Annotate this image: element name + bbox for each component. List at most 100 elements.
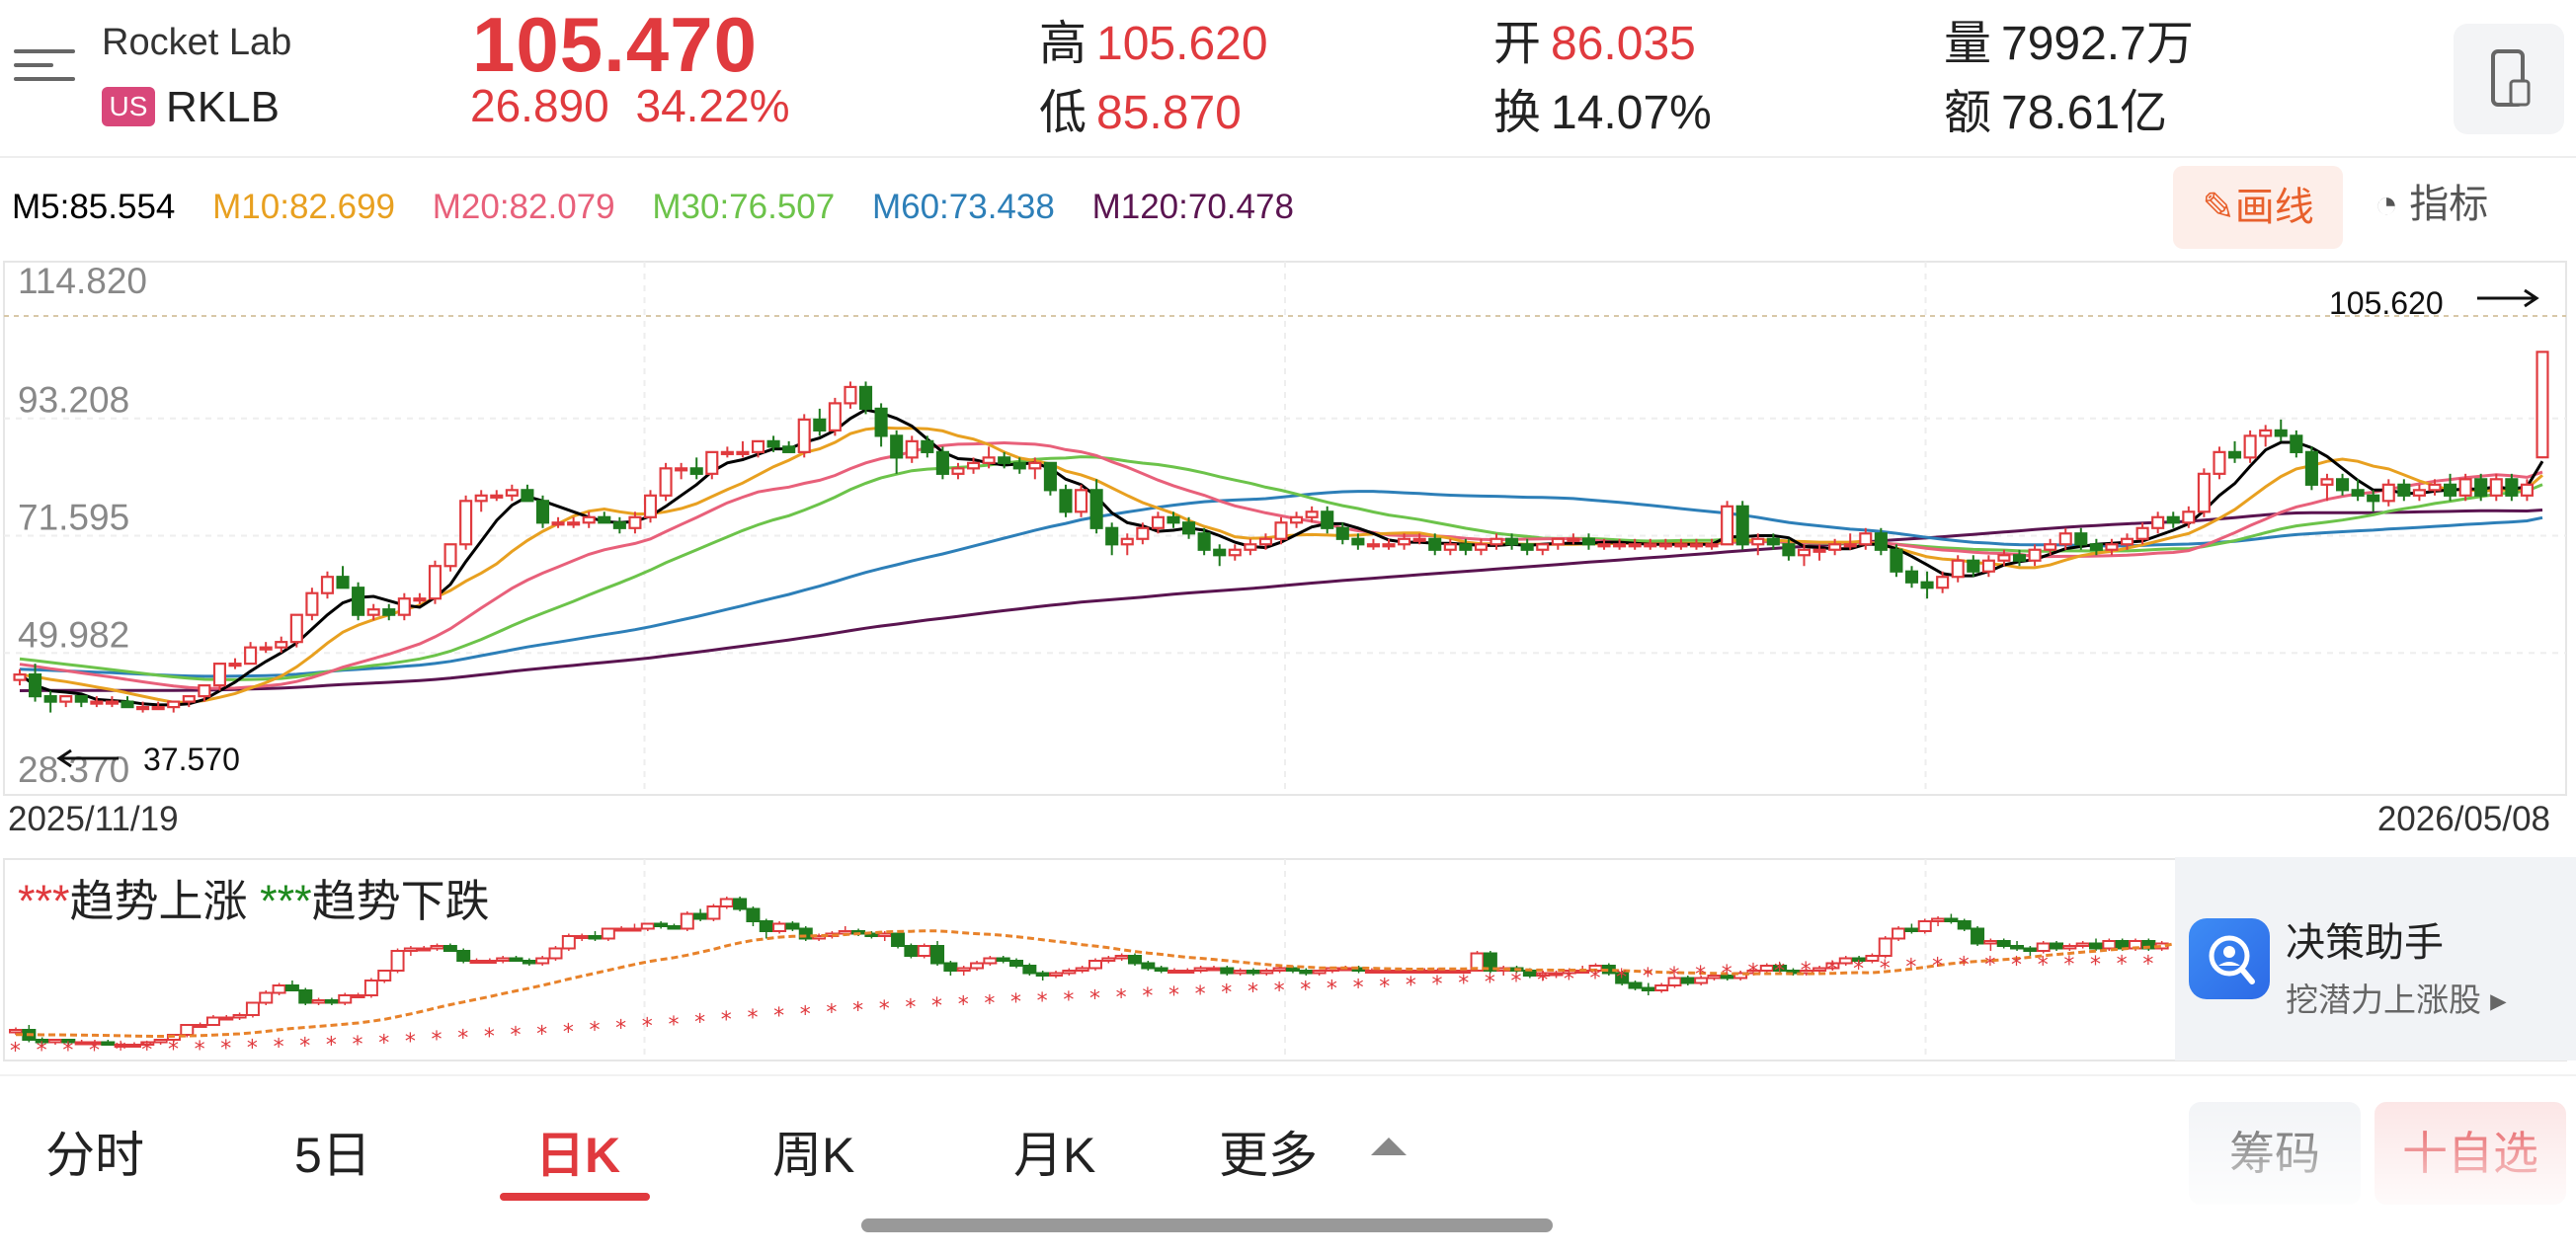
sub-candle-down	[1641, 986, 1655, 991]
candle-up	[505, 489, 519, 497]
sub-candle-up	[1457, 970, 1472, 974]
candle-down	[2335, 478, 2350, 492]
sub-candle-down	[930, 945, 945, 965]
trend-star: *	[1880, 957, 1891, 981]
sub-candle-up	[1917, 920, 1932, 932]
sub-candle-down	[298, 989, 313, 1004]
candle-up	[1981, 559, 1995, 573]
tab-more[interactable]: 更多	[1219, 1128, 1318, 1183]
candle-up	[2058, 532, 2072, 546]
indicator-button[interactable]: ◔ 指标	[2375, 183, 2489, 226]
trend-star: *	[220, 1037, 231, 1061]
sub-candle-down	[733, 898, 748, 910]
sub-candle-down	[785, 922, 800, 930]
candle-up	[151, 705, 165, 711]
candle-down	[1428, 537, 1442, 551]
chips-button[interactable]: 筹码	[2189, 1102, 2361, 1205]
tab-weekly-k[interactable]: 周K	[772, 1128, 855, 1183]
ma60-value: M60:73.438	[871, 188, 1055, 226]
trend-star: *	[1668, 964, 1679, 988]
trend-line	[16, 929, 2176, 1039]
candle-down	[1059, 489, 1073, 513]
trend-star: *	[1089, 987, 1100, 1012]
trend-star: *	[353, 1033, 363, 1058]
sub-candle-up	[1430, 970, 1445, 974]
trend-star: *	[905, 995, 916, 1020]
sub-candle-down	[443, 945, 457, 952]
candle-down	[2474, 478, 2488, 497]
trend-star: *	[826, 1000, 837, 1025]
candle-up	[397, 597, 411, 616]
sub-candle-up	[219, 1016, 234, 1021]
home-indicator[interactable]	[861, 1218, 1553, 1232]
tab-monthly-k[interactable]: 月K	[1013, 1128, 1096, 1183]
candle-down	[1581, 537, 1596, 546]
ticker-symbol: RKLB	[166, 83, 280, 131]
landscape-toggle-button[interactable]	[2454, 24, 2564, 134]
tab-intraday[interactable]: 分时	[45, 1128, 144, 1183]
add-watchlist-button[interactable]: 十自选	[2375, 1102, 2566, 1205]
candle-up	[1244, 543, 1257, 551]
candle-up	[2105, 543, 2119, 551]
candle-up	[1290, 515, 1304, 524]
candle-up	[567, 521, 581, 526]
candle-down	[1904, 570, 1919, 584]
sub-candle-up	[640, 922, 655, 930]
tab-daily-k[interactable]: 日K	[535, 1128, 621, 1183]
sub-candle-down	[667, 925, 682, 930]
trend-star: *	[721, 1008, 732, 1033]
candle-down	[74, 695, 88, 703]
ma5-line	[19, 408, 2544, 707]
caret-up-icon[interactable]	[1371, 1138, 1407, 1155]
tab-5day[interactable]: 5日	[294, 1128, 371, 1183]
candlestick-chart[interactable]: 114.820 93.208 71.595 49.982 28.370 105.620 37…	[0, 255, 2576, 803]
trend-star: *	[457, 1027, 468, 1052]
trend-star: *	[168, 1038, 179, 1062]
trend-star: *	[1116, 985, 1127, 1010]
candle-up	[2428, 483, 2442, 492]
trend-star: *	[1168, 983, 1179, 1008]
candle-up	[643, 494, 658, 518]
sub-candle-up	[1812, 967, 1827, 972]
candle-up	[1751, 537, 1765, 546]
candle-up	[1997, 554, 2011, 562]
price-change: 26.890 34.22%	[470, 79, 790, 132]
candle-up	[1705, 543, 1719, 548]
sub-candle-down	[1220, 967, 1235, 975]
sub-candle-down	[943, 962, 958, 972]
sub-candle-up	[1180, 970, 1195, 974]
candle-up	[1689, 543, 1704, 548]
y-tick-label: 114.820	[18, 261, 147, 301]
candle-down	[766, 439, 780, 448]
candle-down	[121, 700, 134, 709]
trend-star: *	[2011, 953, 2022, 978]
candle-up	[2120, 537, 2134, 546]
candle-up	[628, 515, 642, 529]
trend-star: *	[852, 999, 863, 1024]
sub-candle-up	[2062, 945, 2077, 950]
draw-line-button[interactable]: ✎画线	[2173, 166, 2343, 249]
trend-star: *	[484, 1025, 495, 1050]
sub-candle-down	[1009, 960, 1024, 967]
candle-up	[1936, 576, 1950, 589]
candle-up	[705, 450, 719, 475]
sub-candle-down	[284, 984, 299, 991]
menu-icon[interactable]	[14, 49, 75, 99]
trend-indicator-chart[interactable]: * * * * * * * * * * * * * * * * * * * * * * * * * * * * * * * * * * * * * * * *…	[0, 857, 2576, 1064]
candle-down	[1335, 526, 1349, 540]
sub-candle-up	[1667, 977, 1682, 986]
sub-candle-down	[35, 1039, 49, 1044]
candle-up	[2151, 515, 2165, 529]
candle-down	[1351, 537, 1365, 546]
candle-down	[2166, 515, 2180, 524]
sub-candle-up	[114, 1044, 128, 1048]
sub-candle-down	[1786, 970, 1801, 975]
trend-star: *	[378, 1032, 389, 1057]
trend-star: *	[1406, 974, 1416, 998]
candle-down	[1766, 537, 1780, 546]
stat-open: 开 86.035	[1493, 18, 1696, 70]
sub-candle-up	[153, 1039, 168, 1044]
trend-star: *	[931, 994, 942, 1019]
candle-up	[1797, 548, 1811, 557]
candle-up	[428, 565, 443, 600]
